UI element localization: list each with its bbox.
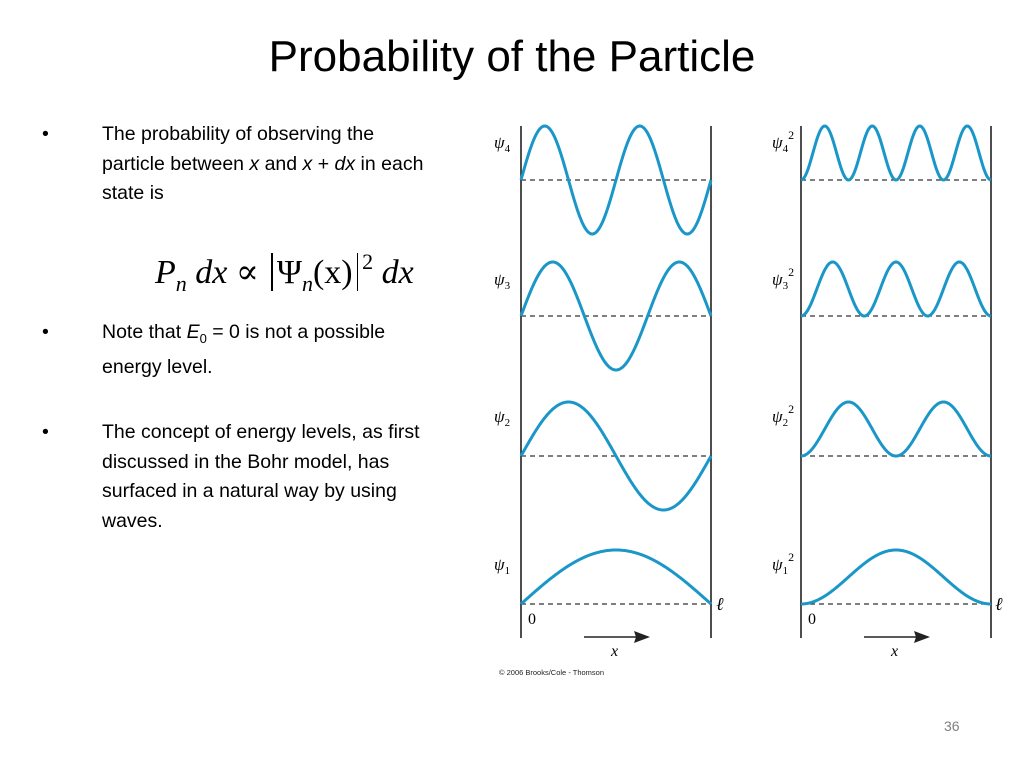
slide-number: 36 (944, 718, 960, 734)
probability-density-3-curve (800, 260, 992, 318)
psi-1-label: ψ1 (494, 555, 510, 577)
bullet-dot: • (42, 123, 49, 145)
end-label-left: ℓ (716, 594, 724, 614)
end-label-right: ℓ (995, 594, 1003, 614)
figure-copyright: © 2006 Brooks/Cole - Thomson (499, 668, 605, 677)
origin-label-left: 0 (528, 611, 536, 628)
x-axis-arrow-left (584, 631, 650, 643)
psi-4-squared-label: ψ42 (772, 128, 794, 155)
bullet-text: The concept of energy levels, as first d… (102, 421, 420, 532)
psi-3-squared-label: ψ32 (772, 265, 794, 292)
probability-density-2-curve (800, 400, 992, 458)
bullet-dot: • (42, 321, 49, 343)
x-axis-label-right: x (890, 643, 898, 660)
slide-title: Probability of the Particle (268, 32, 756, 81)
bullet-text: Note that E0 = 0 is not a possible energ… (102, 321, 386, 379)
origin-label-right: 0 (808, 611, 816, 628)
probability-density-4-curve (800, 124, 992, 182)
bullet-dot: • (42, 421, 49, 443)
wavefunction-figure: ψ4 ψ3 ψ2 ψ1 ψ42 ψ32 ψ22 ψ12 0 ℓ 0 ℓ x x (494, 124, 1003, 660)
psi-2-label: ψ2 (494, 407, 510, 429)
probability-density-1-curve (800, 548, 992, 606)
psi-2-squared-label: ψ22 (772, 402, 794, 429)
psi-1-squared-label: ψ12 (772, 550, 794, 577)
bullet-text: The probability of observing the particl… (102, 123, 424, 204)
wavefunction-4-curve (519, 124, 713, 236)
x-axis-arrow-right (864, 631, 930, 643)
wavefunction-3-curve (519, 260, 713, 372)
probability-formula: Pn dx ∝ Ψn(x) 2 dx (155, 249, 414, 296)
x-axis-label-left: x (610, 643, 618, 660)
wavefunction-2-curve (519, 400, 713, 512)
psi-4-label: ψ4 (494, 133, 511, 155)
psi-3-label: ψ3 (494, 270, 511, 292)
wavefunction-1-curve (519, 548, 713, 606)
